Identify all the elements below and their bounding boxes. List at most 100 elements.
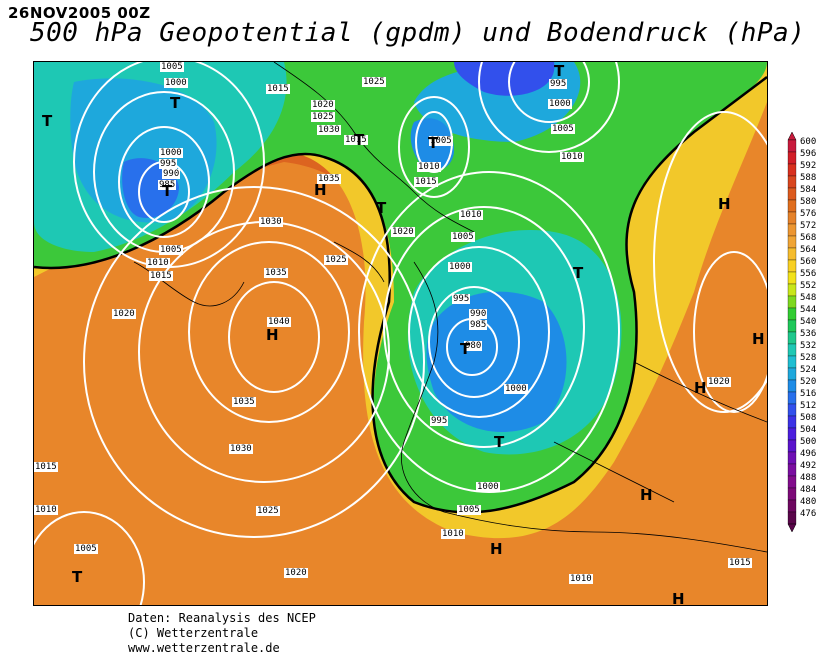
pressure-label: 1015: [34, 462, 58, 472]
pressure-label: 1000: [159, 148, 183, 158]
map-canvas: [34, 62, 767, 605]
legend-value: 492: [800, 461, 816, 471]
low-marker: T: [354, 131, 365, 149]
high-marker: H: [694, 379, 707, 397]
pressure-label: 995: [159, 159, 178, 169]
legend-swatch: [787, 415, 797, 429]
legend-swatch: [787, 403, 797, 417]
pressure-label: 1035: [232, 397, 256, 407]
legend-swatch: [787, 259, 797, 273]
pressure-label: 990: [162, 169, 181, 179]
legend-swatch: [787, 187, 797, 201]
legend-swatch: [787, 139, 797, 153]
blue-core-west: [70, 78, 217, 223]
legend-value: 540: [800, 317, 816, 327]
pressure-label: 1005: [429, 136, 453, 146]
contour-552: [34, 76, 767, 514]
legend-value: 584: [800, 185, 816, 195]
legend-value: 504: [800, 425, 816, 435]
pressure-label: 1015: [149, 271, 173, 281]
pressure-label: 1000: [476, 482, 500, 492]
pressure-label: 1025: [256, 506, 280, 516]
legend-swatch: [787, 199, 797, 213]
pressure-label: 1000: [448, 262, 472, 272]
legend-swatch: [787, 247, 797, 261]
blue-core-east: [426, 291, 567, 432]
pressure-label: 985: [469, 320, 488, 330]
low-marker: T: [460, 340, 471, 358]
legend-value: 548: [800, 293, 816, 303]
pressure-label: 995: [549, 79, 568, 89]
pressure-label: 1000: [548, 99, 572, 109]
legend-swatch: [787, 295, 797, 309]
high-marker: H: [314, 181, 327, 199]
pressure-label: 1030: [259, 217, 283, 227]
pressure-label: 1005: [74, 544, 98, 554]
pressure-label: 1010: [417, 162, 441, 172]
legend-value: 600: [800, 137, 816, 147]
pressure-label: 1005: [457, 505, 481, 515]
legend-swatch: [787, 487, 797, 501]
credit-website: www.wetterzentrale.de: [128, 641, 280, 655]
legend-swatch: [787, 163, 797, 177]
legend-value: 528: [800, 353, 816, 363]
legend-swatch: [787, 511, 797, 525]
legend-swatch: [787, 427, 797, 441]
pressure-label: 1010: [441, 529, 465, 539]
pressure-label: 1005: [451, 232, 475, 242]
legend-value: 516: [800, 389, 816, 399]
pressure-label: 995: [430, 416, 449, 426]
legend-swatch: [787, 391, 797, 405]
color-legend: 600 596 592 588 584 580 576 572 568 564 560 556 552 5…: [786, 131, 823, 533]
legend-swatch: [787, 223, 797, 237]
legend-value: 588: [800, 173, 816, 183]
pressure-label: 1010: [560, 152, 584, 162]
legend-value: 524: [800, 365, 816, 375]
legend-swatch: [787, 235, 797, 249]
legend-swatch: [787, 343, 797, 357]
credit-copyright: (C) Wetterzentrale: [128, 626, 259, 640]
legend-swatch: [787, 379, 797, 393]
pressure-label: 1010: [459, 210, 483, 220]
legend-value: 544: [800, 305, 816, 315]
low-marker: T: [376, 199, 387, 217]
low-marker: T: [72, 568, 83, 586]
pressure-label: 1015: [414, 177, 438, 187]
low-marker: T: [162, 182, 173, 200]
legend-value: 476: [800, 509, 816, 519]
legend-swatch: [787, 463, 797, 477]
legend-value: 484: [800, 485, 816, 495]
pressure-label: 1040: [267, 317, 291, 327]
pressure-label: 1025: [324, 255, 348, 265]
legend-value: 520: [800, 377, 816, 387]
high-marker: H: [490, 540, 503, 558]
high-marker: H: [266, 326, 279, 344]
low-marker: T: [573, 264, 584, 282]
chart-title: 500 hPa Geopotential (gpdm) und Bodendru…: [30, 18, 806, 48]
pressure-label: 1015: [344, 135, 368, 145]
low-marker: T: [428, 134, 439, 152]
pressure-label: 1020: [284, 568, 308, 578]
pressure-label: 1010: [146, 258, 170, 268]
pressure-label: 1005: [551, 124, 575, 134]
legend-value: 552: [800, 281, 816, 291]
pressure-label: 1005: [159, 245, 183, 255]
pressure-label: 1025: [311, 112, 335, 122]
legend-value: 532: [800, 341, 816, 351]
high-marker: H: [718, 195, 731, 213]
pressure-label: 1035: [317, 174, 341, 184]
pressure-label: 990: [469, 309, 488, 319]
legend-swatch: [787, 151, 797, 165]
legend-value: 560: [800, 257, 816, 267]
legend-value: 480: [800, 497, 816, 507]
pressure-label: 1030: [317, 125, 341, 135]
pressure-label: 1005: [160, 62, 184, 72]
high-marker: H: [640, 486, 653, 504]
legend-top-arrow: [787, 131, 797, 141]
low-marker: T: [494, 433, 505, 451]
legend-swatch: [787, 367, 797, 381]
legend-swatch: [787, 271, 797, 285]
legend-swatch: [787, 331, 797, 345]
legend-swatch: [787, 307, 797, 321]
low-marker: T: [170, 94, 181, 112]
